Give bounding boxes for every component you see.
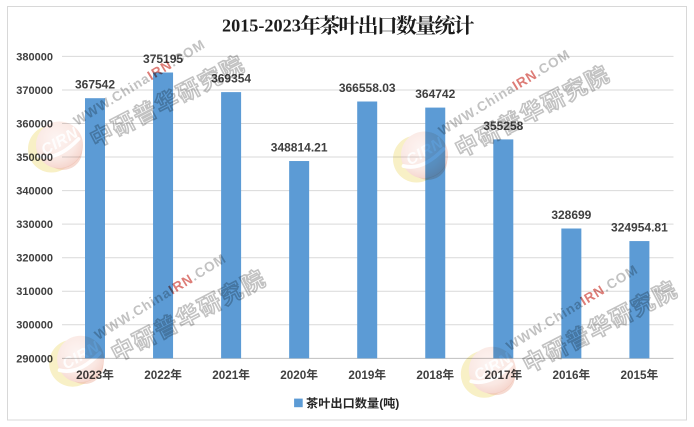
svg-text:366558.03: 366558.03 [339, 81, 396, 95]
svg-text:328699: 328699 [551, 208, 591, 222]
svg-text:2021: 2021 [212, 369, 239, 382]
svg-text:2018: 2018 [416, 369, 443, 382]
svg-text:): ) [395, 397, 399, 411]
svg-text:2016: 2016 [552, 369, 579, 382]
svg-text:290000: 290000 [16, 353, 53, 365]
svg-text:2015: 2015 [621, 369, 648, 382]
svg-text:2015-2023: 2015-2023 [222, 16, 301, 36]
svg-text:(: ( [379, 397, 384, 411]
svg-text:330000: 330000 [16, 219, 53, 231]
svg-text:2022: 2022 [144, 369, 171, 382]
svg-text:375195: 375195 [143, 52, 183, 66]
svg-text:300000: 300000 [16, 320, 53, 332]
svg-text:2019: 2019 [348, 369, 375, 382]
svg-text:364742: 364742 [415, 87, 455, 101]
svg-text:324954.81: 324954.81 [611, 221, 668, 235]
svg-text:370000: 370000 [16, 85, 53, 97]
svg-text:310000: 310000 [16, 286, 53, 298]
svg-text:380000: 380000 [16, 51, 53, 63]
svg-text:360000: 360000 [16, 118, 53, 130]
svg-text:367542: 367542 [75, 78, 115, 92]
svg-text:2020: 2020 [280, 369, 307, 382]
svg-text:348814.21: 348814.21 [271, 141, 328, 155]
svg-text:340000: 340000 [16, 186, 53, 198]
svg-text:320000: 320000 [16, 253, 53, 265]
